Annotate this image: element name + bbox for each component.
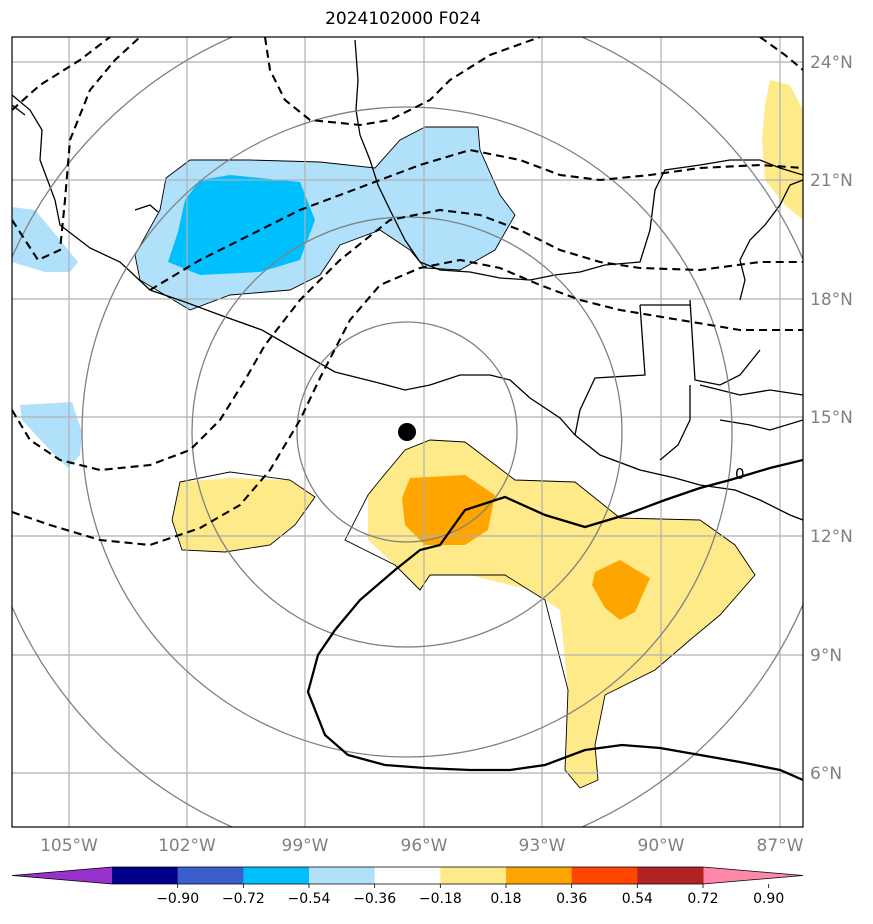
colorbar-tick-label: 0.36 (556, 891, 587, 907)
longitude-labels: 105°W 102°W 99°W 96°W 93°W 90°W 87°W (40, 836, 804, 856)
colorbar-segment (243, 867, 310, 884)
map-frame (11, 36, 804, 828)
colorbar-segment (177, 867, 244, 884)
colorbar: −0.90 −0.72 −0.54 −0.36 −0.18 0.18 0.36 0.54 0.7… (11, 866, 804, 907)
colorbar-tick-label: −0.90 (156, 891, 199, 907)
colorbar-tick-label: −0.54 (288, 891, 331, 907)
colorbar-segment (571, 867, 638, 884)
colorbar-outline (11, 866, 804, 885)
latitude-labels: 24°N 21°N 18°N 15°N 12°N 9°N 6°N (810, 53, 853, 784)
colorbar-tick-label: −0.72 (222, 891, 265, 907)
lat-label: 12°N (810, 527, 853, 547)
lon-label: 93°W (519, 836, 566, 856)
colorbar-segment (637, 867, 704, 884)
positive-core-center (402, 475, 495, 545)
colorbar-extend-low (12, 867, 112, 884)
colorbar-segment (440, 867, 507, 884)
lon-label: 102°W (158, 836, 216, 856)
coastlines (12, 39, 803, 521)
colorbar-tick-label: 0.54 (622, 891, 653, 907)
map-title: 2024102000 F024 (325, 9, 481, 29)
lat-label: 9°N (810, 646, 842, 666)
colorbar-tick-label: 0.90 (753, 891, 784, 907)
lon-label: 105°W (40, 836, 98, 856)
lat-lon-grid (12, 37, 803, 827)
positive-region-west (172, 478, 315, 552)
colorbar-tick-label: −0.36 (353, 891, 396, 907)
negative-core-mexico (168, 175, 315, 275)
colorbar-extend-high (703, 867, 803, 884)
range-rings (12, 37, 803, 827)
lat-label: 24°N (810, 53, 853, 73)
negative-region-west (12, 207, 78, 272)
colorbar-tick-label: 0.18 (490, 891, 521, 907)
lon-label: 99°W (282, 836, 329, 856)
colorbar-tick-label: 0.72 (687, 891, 718, 907)
dashed-contours (12, 37, 803, 547)
zero-contour (306, 458, 803, 782)
contour-label: 0 (735, 465, 745, 483)
lon-label: 87°W (757, 836, 804, 856)
colorbar-segment (374, 867, 441, 884)
colorbar-segment (309, 867, 376, 884)
lat-label: 15°N (810, 408, 853, 428)
colorbar-segment (506, 867, 573, 884)
lat-label: 6°N (810, 764, 842, 784)
negative-region-southwest (20, 402, 82, 468)
map-area (12, 37, 803, 827)
positive-region-yucatan (762, 80, 803, 220)
lon-label: 90°W (638, 836, 685, 856)
lat-label: 21°N (810, 171, 853, 191)
lon-label: 96°W (401, 836, 448, 856)
colorbar-tick-label: −0.18 (419, 891, 462, 907)
storm-center-marker (398, 423, 416, 441)
colorbar-segment (112, 867, 179, 884)
lat-label: 18°N (810, 290, 853, 310)
positive-core-east (592, 560, 650, 620)
